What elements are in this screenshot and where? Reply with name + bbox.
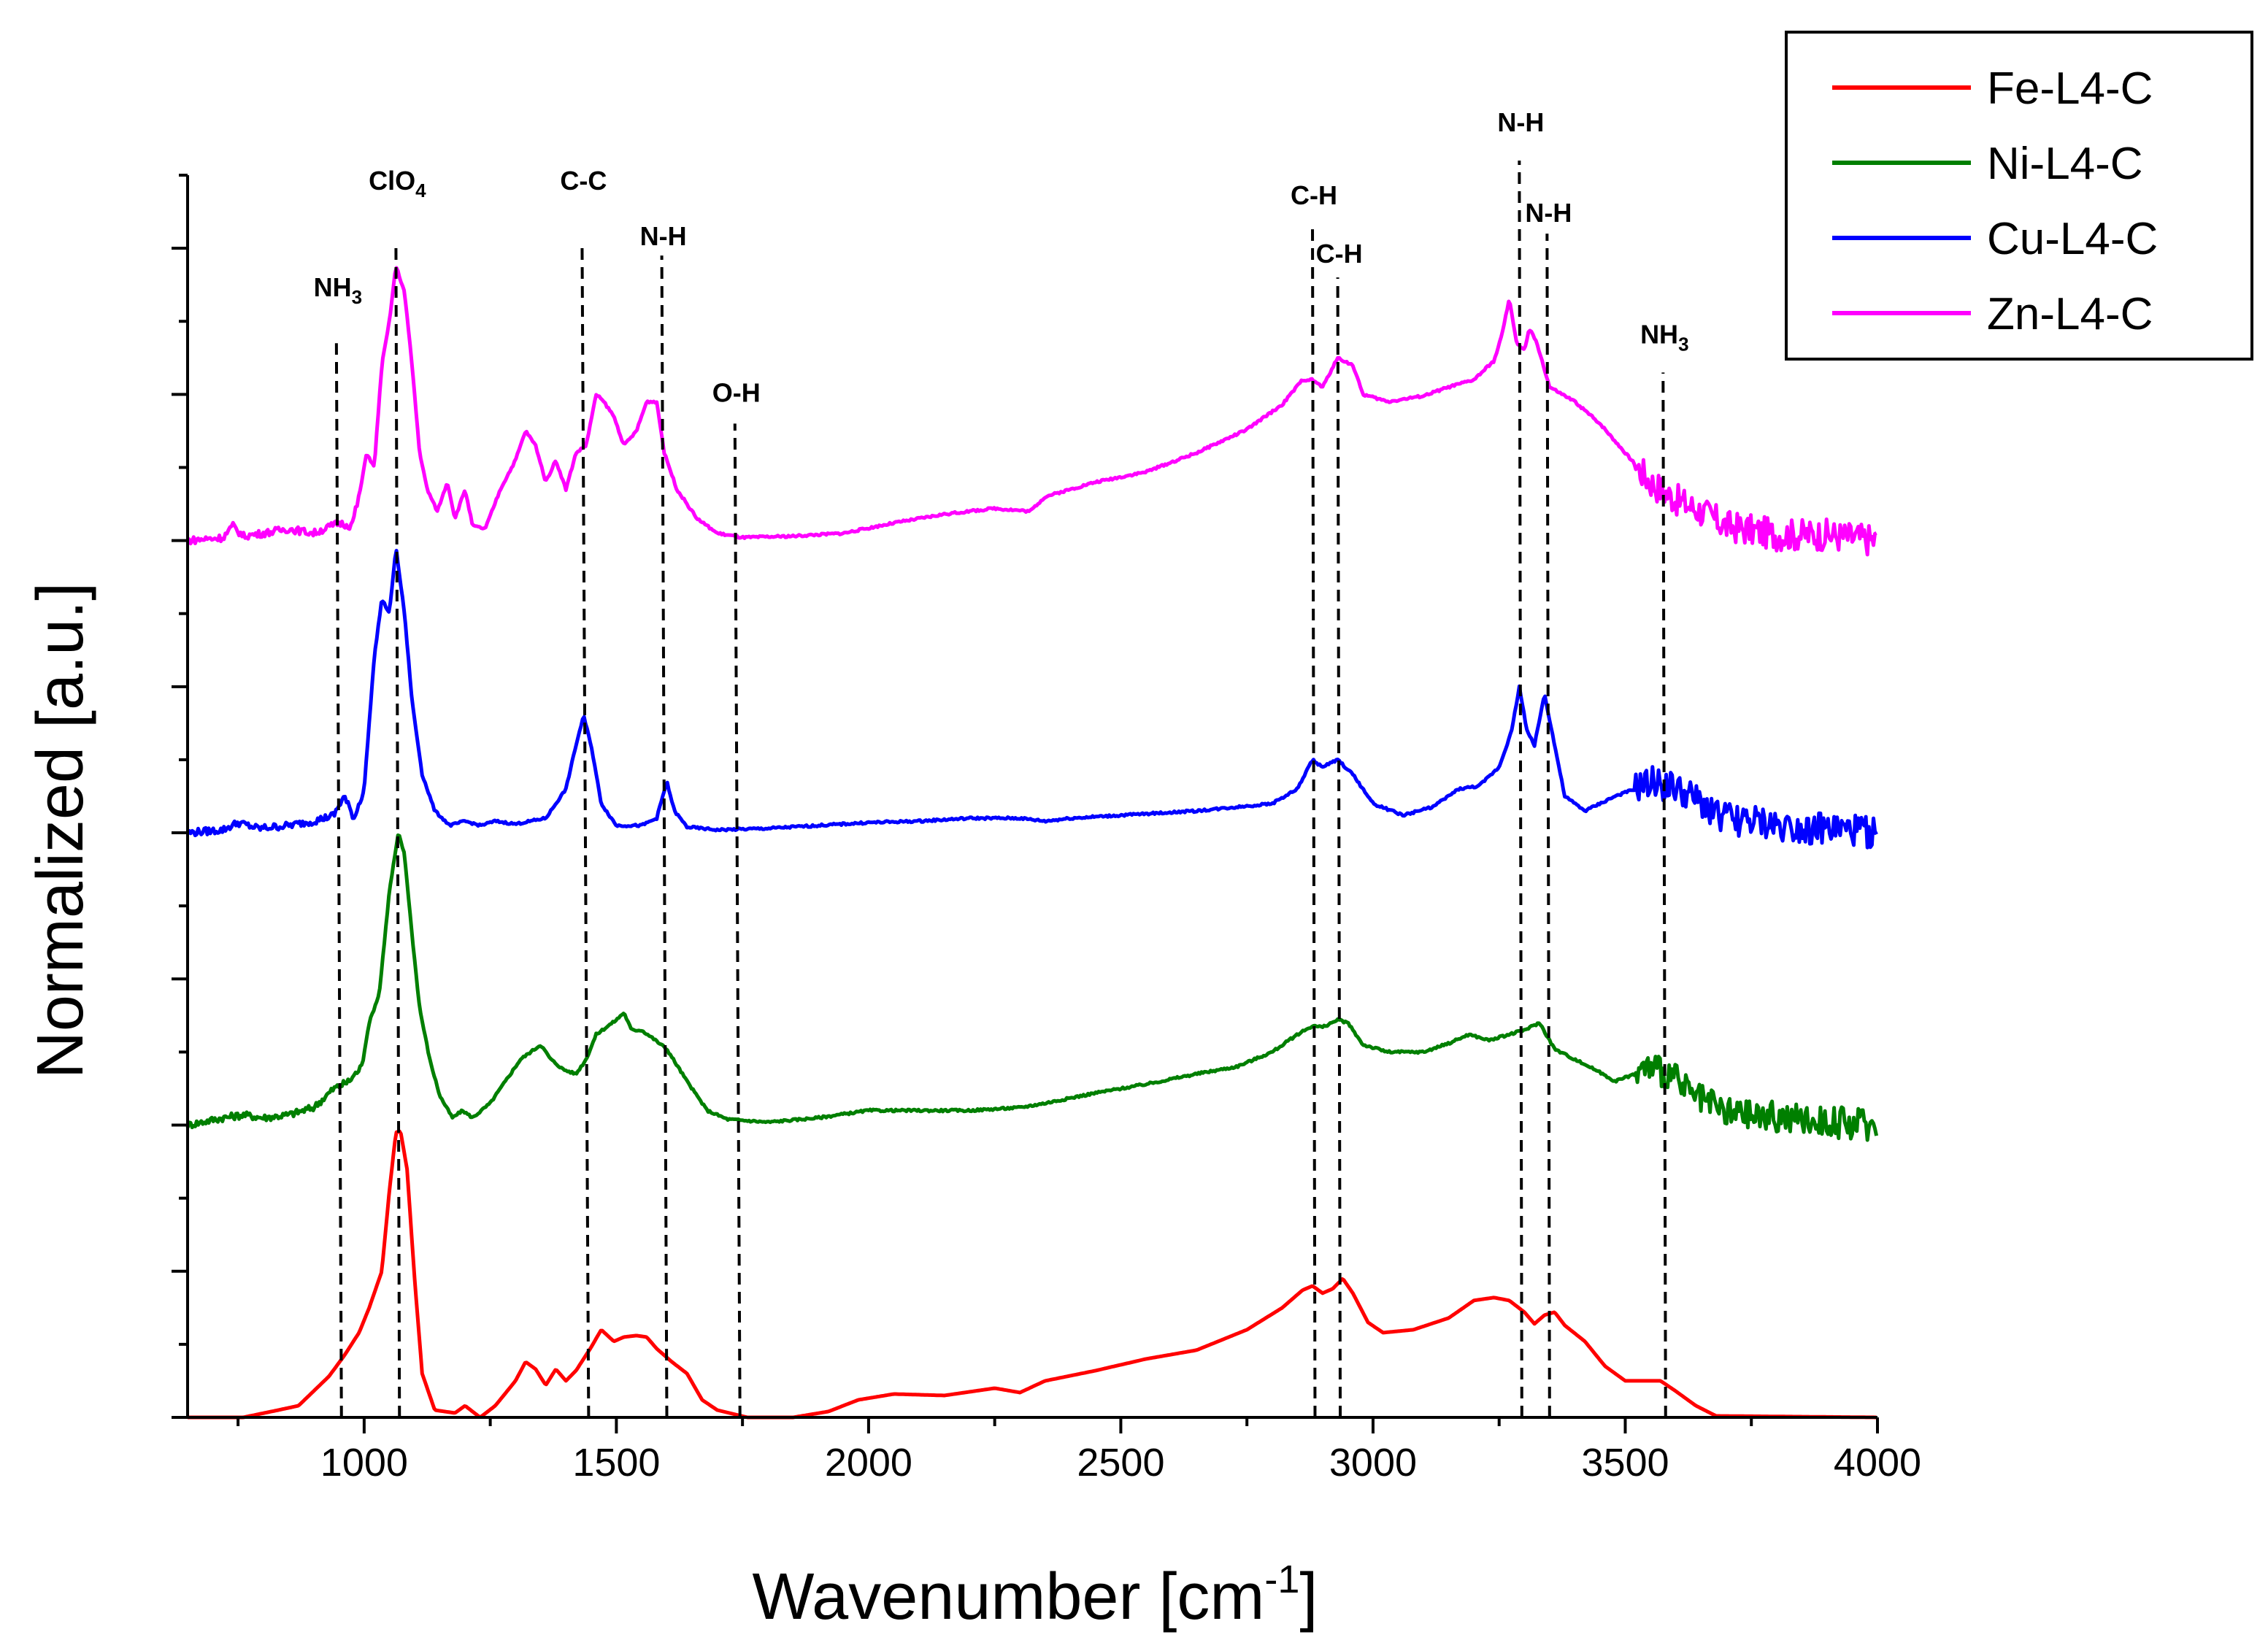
reference-line <box>660 255 669 1418</box>
peak-annotation: C-H <box>1291 180 1337 210</box>
x-tick-label: 1000 <box>320 1441 408 1485</box>
series-line-ni-l4-c <box>185 833 1879 1142</box>
x-axis-title: Wavenumber [cm-1] <box>753 1558 1318 1633</box>
reference-line <box>334 343 343 1418</box>
peak-annotation: C-C <box>560 166 607 196</box>
peak-annotation: N-H <box>640 221 687 251</box>
reference-line <box>1311 229 1317 1418</box>
axes <box>172 174 1879 1433</box>
x-tick-label: 3000 <box>1329 1441 1417 1485</box>
peak-annotation: N-H <box>1497 107 1544 137</box>
reference-line <box>1661 372 1667 1418</box>
x-tick-label: 1500 <box>572 1441 660 1485</box>
reference-lines: NH3 ClO4 C-C N-H O-H C-H C-H N-H N-H NH3 <box>314 107 1689 1418</box>
y-axis-title: Normalized [a.u.] <box>24 582 97 1079</box>
x-tick-label: 3500 <box>1581 1441 1669 1485</box>
legend-label: Zn-L4-C <box>1987 289 2153 339</box>
x-tick-label: 2500 <box>1077 1441 1164 1485</box>
reference-line <box>733 423 742 1418</box>
legend: Fe-L4-C Ni-L4-C Cu-L4-C Zn-L4-C <box>1785 31 2253 361</box>
peak-annotation: NH3 <box>314 272 362 308</box>
series-line-cu-l4-c <box>185 548 1878 850</box>
legend-label: Ni-L4-C <box>1987 139 2143 189</box>
reference-line <box>580 241 591 1418</box>
x-tick-labels: 1000 1500 2000 2500 3000 3500 4000 <box>320 1441 1921 1485</box>
legend-label: Fe-L4-C <box>1987 63 2153 114</box>
peak-annotation: C-H <box>1316 239 1363 269</box>
legend-label: Cu-L4-C <box>1987 214 2158 264</box>
reference-line <box>1545 234 1551 1418</box>
reference-line <box>394 241 401 1418</box>
peak-annotation: NH3 <box>1640 319 1688 355</box>
reference-line <box>1336 277 1342 1418</box>
peak-annotation: N-H <box>1525 198 1572 228</box>
reference-line <box>1518 160 1523 1418</box>
peak-annotation: O-H <box>712 377 761 407</box>
series-line-zn-l4-c <box>187 266 1877 557</box>
series-line-fe-l4-c <box>187 1129 1877 1420</box>
peak-annotation: ClO4 <box>369 166 426 201</box>
x-tick-label: 4000 <box>1834 1441 1921 1485</box>
series-layer <box>185 266 1879 1420</box>
x-tick-label: 2000 <box>825 1441 912 1485</box>
